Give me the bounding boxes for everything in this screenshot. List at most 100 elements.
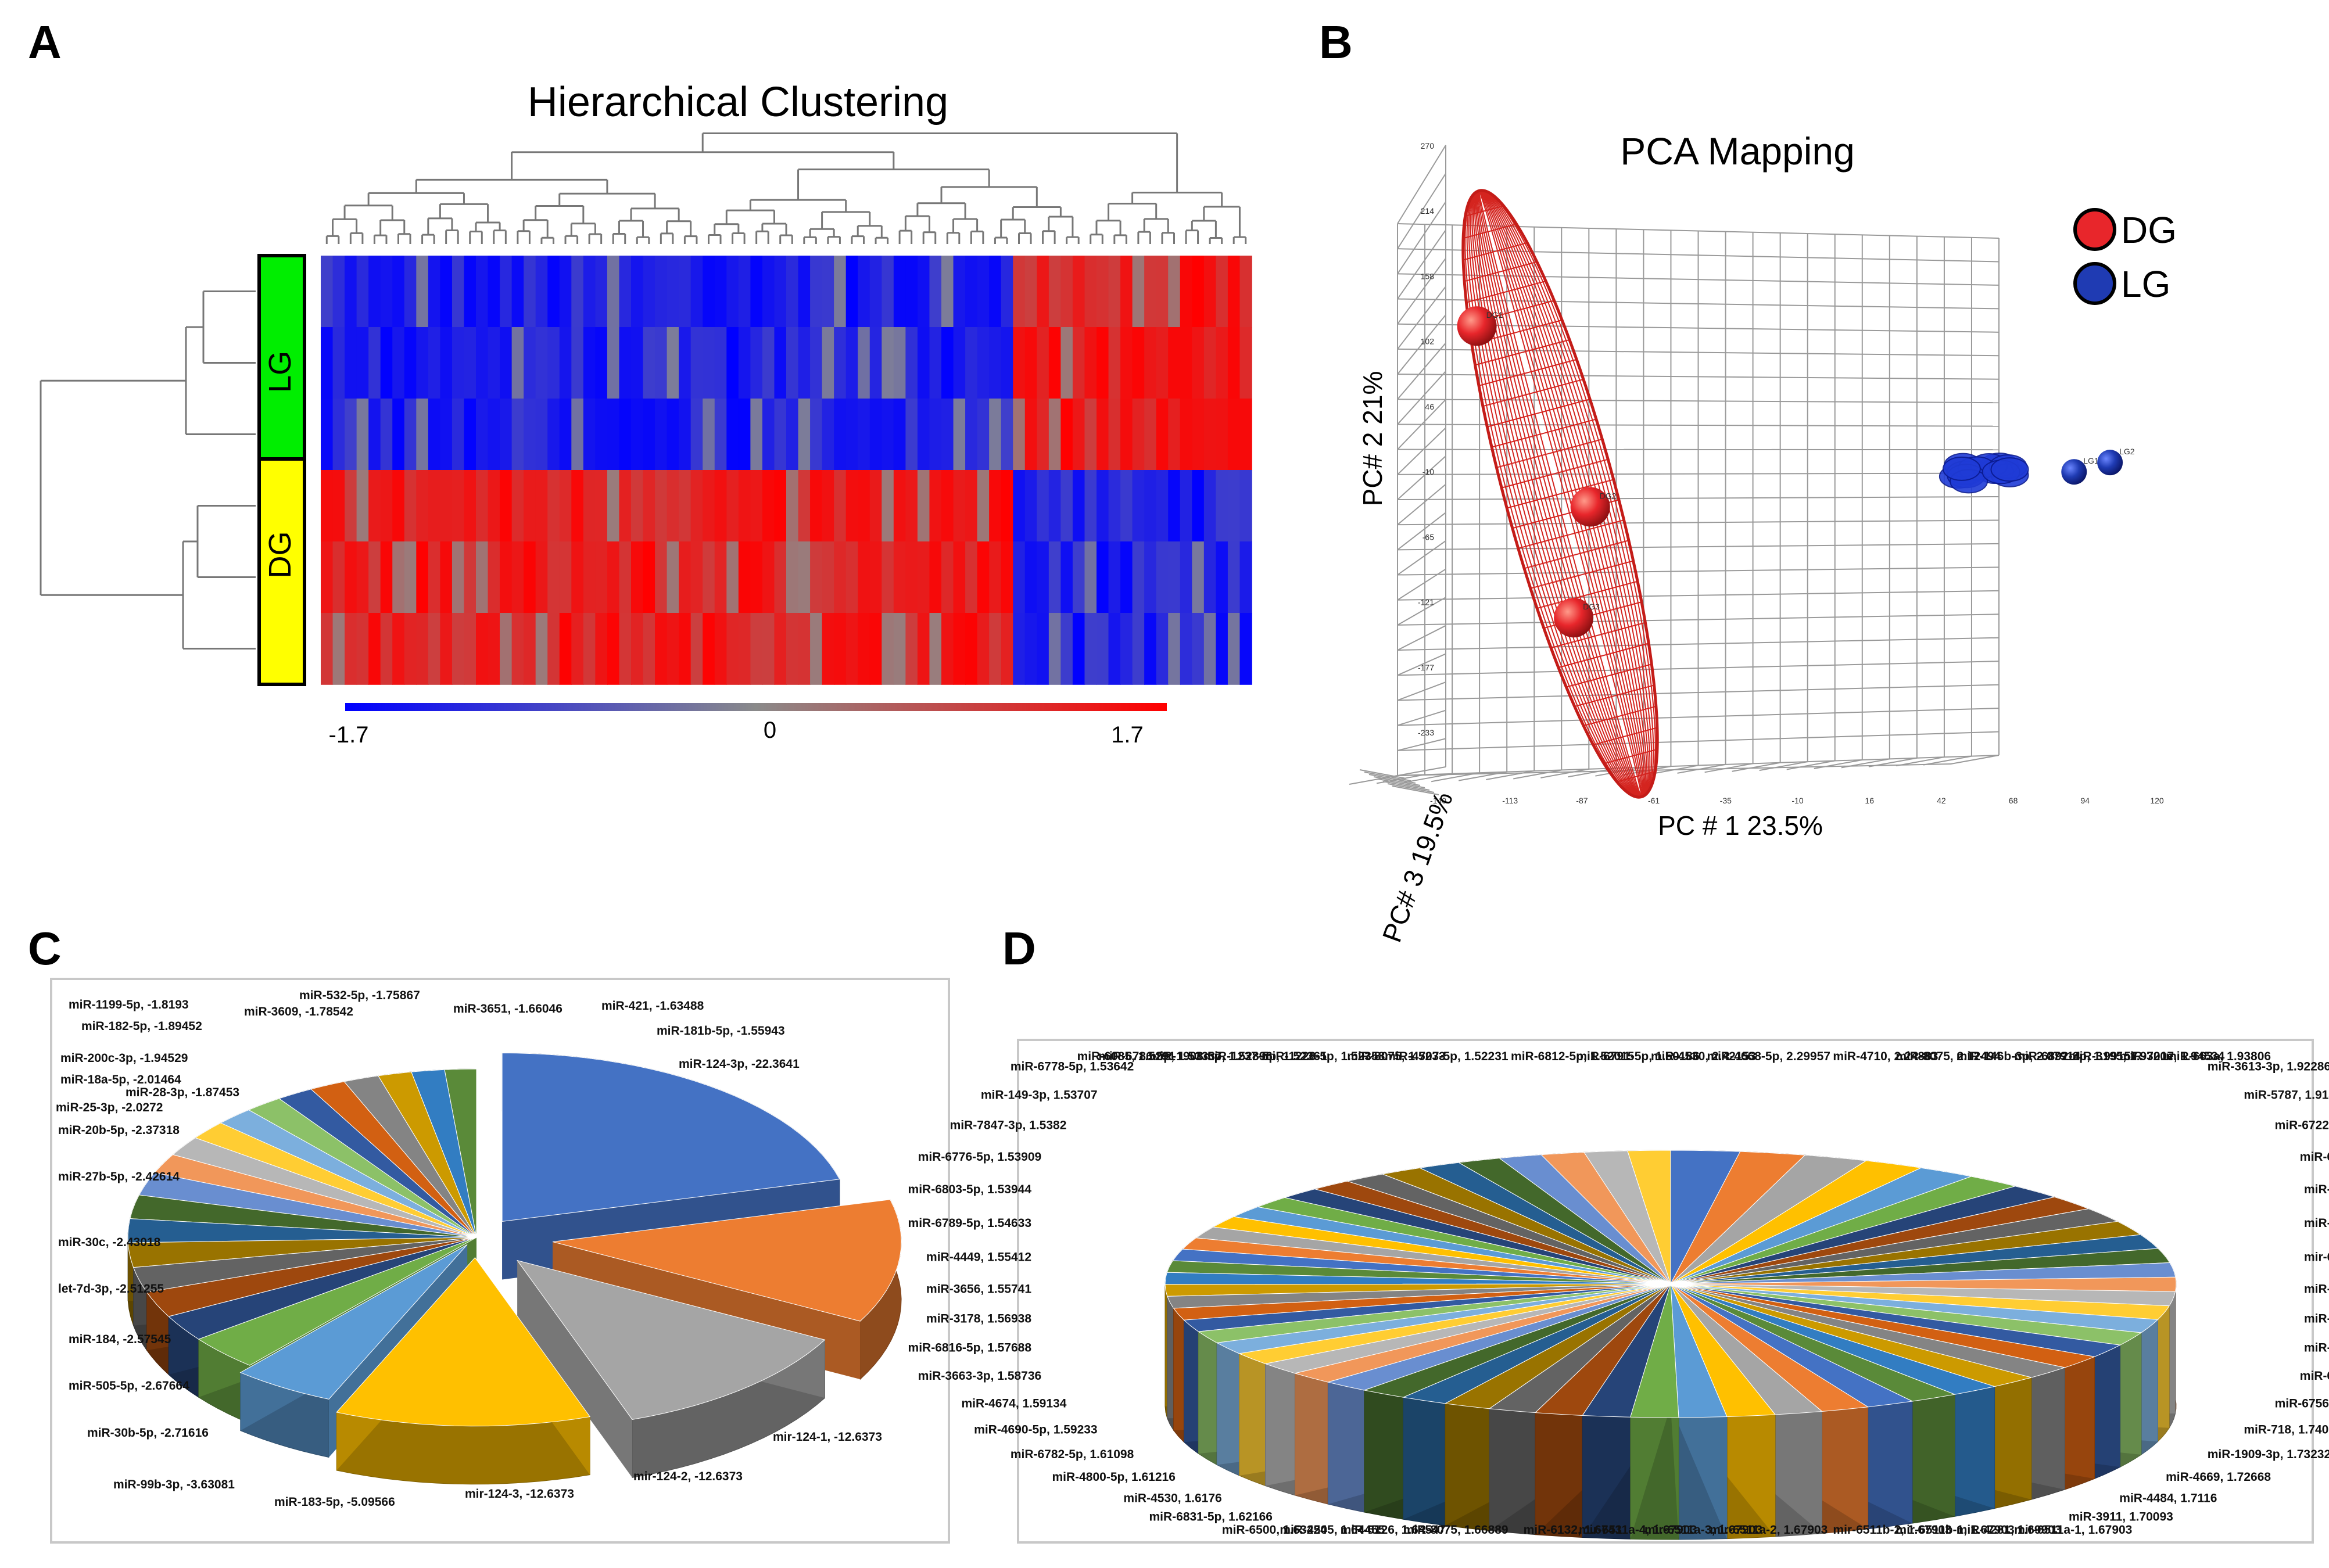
heatmap-cell [643, 256, 655, 328]
pca-x-tick-label: -113 [1502, 796, 1518, 805]
heatmap-cell [882, 470, 894, 542]
heatmap-cell [524, 470, 536, 542]
heatmap-cell [846, 399, 858, 471]
pie-slice-label: miR-6763-5p, 1.90706 [2300, 1150, 2329, 1164]
heatmap-cell [1192, 399, 1204, 471]
heatmap-cell [1097, 256, 1109, 328]
pie-slice-label: miR-99b-3p, -3.63081 [113, 1478, 235, 1491]
heatmap-cell [1204, 256, 1216, 328]
heatmap-cell [500, 399, 512, 471]
heatmap-cell [488, 613, 500, 685]
heatmap-cell [476, 256, 488, 328]
heatmap-cell [1073, 256, 1085, 328]
heatmap-cell [512, 470, 524, 542]
heatmap-cell [357, 256, 369, 328]
heatmap-cell [882, 399, 894, 471]
column-dendrogram [327, 133, 1245, 244]
pie-slice-label: miR-5787, 1.91385 [2244, 1089, 2329, 1102]
group-label-dg: DG [263, 532, 298, 579]
heatmap-cell [905, 470, 918, 542]
heatmap-cell [643, 399, 655, 471]
heatmap-cell [703, 256, 715, 328]
heatmap-cell [882, 256, 894, 328]
heatmap-cell [655, 399, 667, 471]
heatmap-cell [1168, 541, 1180, 613]
heatmap-cell [798, 327, 811, 399]
heatmap-cell [918, 541, 930, 613]
pie-slice-label: miR-6500, 1.63224 [1222, 1523, 1327, 1537]
heatmap-cell [381, 470, 393, 542]
heatmap-cell [1049, 399, 1061, 471]
heatmap-cell [500, 256, 512, 328]
heatmap-cell [1168, 470, 1180, 542]
heatmap-cell [1013, 327, 1025, 399]
pie-slice-label: miR-4707-5p, 1.52231 [1385, 1050, 1509, 1063]
heatmap-cell [1239, 327, 1252, 399]
heatmap-cell [905, 541, 918, 613]
heatmap-cell [726, 256, 739, 328]
pie-slice-label: miR-4668-5p, 2.29957 [1707, 1050, 1830, 1063]
pie-slice-label: mir-124-2, -12.6373 [633, 1470, 743, 1483]
pie-slice-label: miR-532-5p, -1.75867 [299, 989, 420, 1002]
heatmap-cell [464, 399, 476, 471]
heatmap-cell [691, 327, 703, 399]
heatmap-cell [631, 399, 643, 471]
heatmap-cell [1060, 470, 1073, 542]
heatmap-cell [631, 256, 643, 328]
pie-slice-label: miR-20b-5p, -2.37318 [58, 1124, 180, 1137]
heatmap-cell [476, 541, 488, 613]
heatmap-cell [929, 399, 941, 471]
heatmap-cell [547, 470, 560, 542]
heatmap-cell [691, 541, 703, 613]
heatmap-cell [822, 613, 834, 685]
pca-z-axis-label: PC# 3 19.5% [1377, 788, 1459, 946]
heatmap-cell [726, 613, 739, 685]
heatmap-cell [989, 613, 1001, 685]
heatmap-cell [368, 470, 381, 542]
heatmap-cell [1239, 256, 1252, 328]
heatmap-cell [1073, 613, 1085, 685]
heatmap-cell [989, 399, 1001, 471]
heatmap-cell [464, 613, 476, 685]
heatmap-cell [1120, 327, 1133, 399]
heatmap-cell [965, 327, 977, 399]
heatmap-cell [1060, 613, 1073, 685]
heatmap-cell [1013, 399, 1025, 471]
heatmap-cell [428, 399, 440, 471]
pie-slice-label: miR-6782-5p, 1.61098 [1011, 1448, 1134, 1461]
heatmap-cell [571, 399, 583, 471]
heatmap-cell [858, 541, 870, 613]
heatmap-cell [977, 470, 990, 542]
heatmap-cell [440, 327, 452, 399]
colorbar [345, 703, 1167, 711]
heatmap-cell [941, 327, 954, 399]
heatmap-cell [524, 541, 536, 613]
heatmap-cell [583, 541, 596, 613]
pie-slice-label: miR-4674, 1.59134 [961, 1397, 1066, 1410]
heatmap-cell [333, 256, 345, 328]
heatmap-cell [440, 470, 452, 542]
heatmap-cell [739, 541, 751, 613]
legend-marker-dg [2075, 210, 2115, 249]
heatmap-cell [1133, 256, 1145, 328]
heatmap-cell [345, 541, 357, 613]
heatmap-cell [965, 256, 977, 328]
heatmap-cell [392, 327, 404, 399]
grid-line [1398, 259, 1446, 324]
heatmap-cell [739, 613, 751, 685]
pca-title: PCA Mapping [1620, 130, 1855, 173]
heatmap-cell [846, 256, 858, 328]
heatmap-cell [929, 613, 941, 685]
heatmap-cell [452, 541, 464, 613]
heatmap-cell [989, 470, 1001, 542]
heatmap-cell [1133, 327, 1145, 399]
grid-line [1398, 343, 1446, 399]
heatmap-cell [416, 470, 428, 542]
heatmap-cell [1239, 399, 1252, 471]
heatmap-cell [524, 399, 536, 471]
heatmap-cell [1120, 256, 1133, 328]
heatmap-cell [1156, 613, 1169, 685]
heatmap-cell [989, 541, 1001, 613]
heatmap-cell [1037, 470, 1049, 542]
heatmap-cell [1228, 399, 1240, 471]
